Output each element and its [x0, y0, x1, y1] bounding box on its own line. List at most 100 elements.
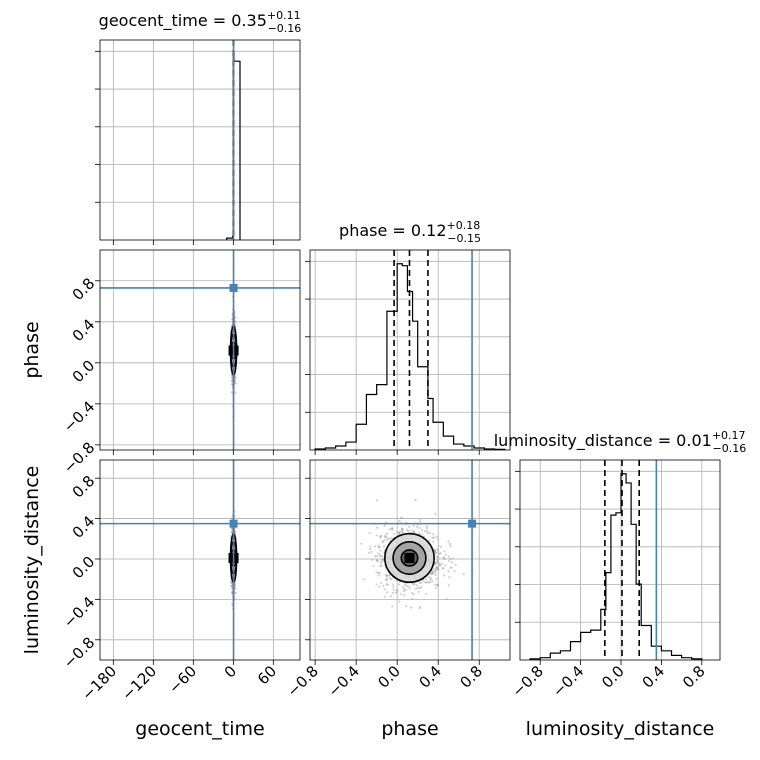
sample-point [439, 545, 443, 548]
sample-point [380, 560, 383, 563]
y-tick-label: −0.4 [60, 593, 98, 631]
sample-point [231, 376, 234, 379]
sample-point [385, 577, 388, 580]
panel-geocent_time-geocent_time: geocent_time = 0.35+0.11 −0.16 [95, 9, 301, 245]
grid-lines [100, 250, 300, 450]
y-axis-label-luminosity_distance: luminosity_distance [21, 466, 43, 655]
sample-point [378, 585, 381, 588]
histogram-luminosity_distance [529, 473, 703, 660]
sample-point [398, 530, 402, 533]
sample-point [436, 556, 439, 559]
sample-point [426, 581, 429, 584]
sample-point [426, 525, 429, 528]
sample-point [385, 573, 388, 577]
y-tick-label: 0.4 [69, 315, 99, 345]
sample-point [453, 570, 456, 573]
sample-point [413, 582, 416, 586]
sample-point [381, 555, 384, 558]
sample-point [436, 584, 440, 587]
y-tick-label: −0.8 [60, 633, 98, 671]
title-luminosity_distance: luminosity_distance = 0.01+0.17 −0.16 [494, 429, 747, 455]
panel-frame [519, 459, 721, 661]
sample-point [400, 529, 404, 532]
sample-point [429, 577, 433, 581]
sample-point [416, 586, 419, 589]
y-tick-label: −0.8 [60, 439, 98, 477]
sample-point [383, 588, 386, 591]
sample-point [439, 551, 442, 555]
sample-point [447, 555, 451, 558]
sample-point [382, 559, 385, 562]
sample-point [234, 382, 237, 385]
panel-frame [99, 459, 301, 661]
panel-frame [99, 39, 301, 241]
sample-point [436, 535, 439, 539]
sample-point [401, 527, 404, 530]
sample-point [436, 559, 440, 563]
sample-point [407, 525, 411, 528]
sample-point [234, 316, 237, 319]
sample-point [408, 587, 411, 590]
sample-point [388, 577, 392, 580]
sample-point [385, 532, 389, 535]
sample-point [234, 320, 237, 324]
panel-phase-phase: phase = 0.12+0.18 −0.15 [305, 219, 511, 455]
title-text: geocent_time = 0.35 [99, 11, 267, 31]
sample-point [412, 583, 415, 586]
sample-point [443, 574, 446, 577]
sample-point [445, 598, 448, 601]
sample-point [384, 536, 388, 539]
sample-point [383, 595, 386, 598]
x-tick-label: 0.4 [415, 662, 445, 692]
sample-point [425, 581, 428, 584]
sample-point [435, 560, 438, 564]
sample-point [377, 571, 380, 575]
sample-point [395, 579, 398, 582]
sample-point [384, 578, 387, 581]
sample-point [434, 586, 437, 589]
sample-point [384, 534, 387, 537]
x-axis-label-phase: phase [381, 718, 438, 740]
sample-point [418, 607, 421, 610]
truth-point [468, 519, 477, 528]
title-plus: +0.17 [712, 429, 746, 442]
sample-point [382, 545, 386, 548]
sample-point [414, 498, 417, 502]
sample-point [392, 588, 395, 591]
grid-lines [100, 460, 300, 660]
y-tick-label: −0.4 [60, 397, 98, 435]
sample-point [368, 531, 371, 535]
sample-point [389, 595, 393, 598]
sample-point [441, 567, 445, 570]
sample-point [436, 559, 440, 562]
sample-point [388, 527, 391, 531]
x-tick-label: 0.8 [679, 662, 709, 692]
sample-point [436, 584, 439, 587]
sample-point [425, 592, 428, 595]
title-minus: −0.16 [713, 442, 747, 455]
y-tick-label: 0.4 [69, 512, 99, 542]
sample-point [434, 571, 437, 574]
sample-point [381, 558, 384, 561]
sample-point [398, 519, 401, 522]
sample-point [381, 541, 384, 544]
x-tick-label: −0.8 [509, 662, 547, 700]
sample-point [434, 548, 437, 551]
sample-point [404, 583, 407, 586]
sample-point [376, 560, 380, 563]
sample-point [417, 590, 420, 593]
sample-point [420, 533, 423, 536]
sample-point [376, 526, 379, 529]
sample-point [436, 566, 439, 569]
sample-point [375, 555, 378, 558]
truth-point [229, 519, 238, 528]
sample-point [398, 583, 401, 586]
sample-point [386, 591, 389, 594]
contour-1 [392, 541, 427, 575]
sample-point [391, 605, 394, 608]
sample-point [444, 553, 448, 556]
sample-point [391, 583, 394, 586]
x-tick-label: 0.8 [456, 662, 486, 692]
sample-point [450, 561, 453, 564]
sample-point [435, 568, 438, 571]
